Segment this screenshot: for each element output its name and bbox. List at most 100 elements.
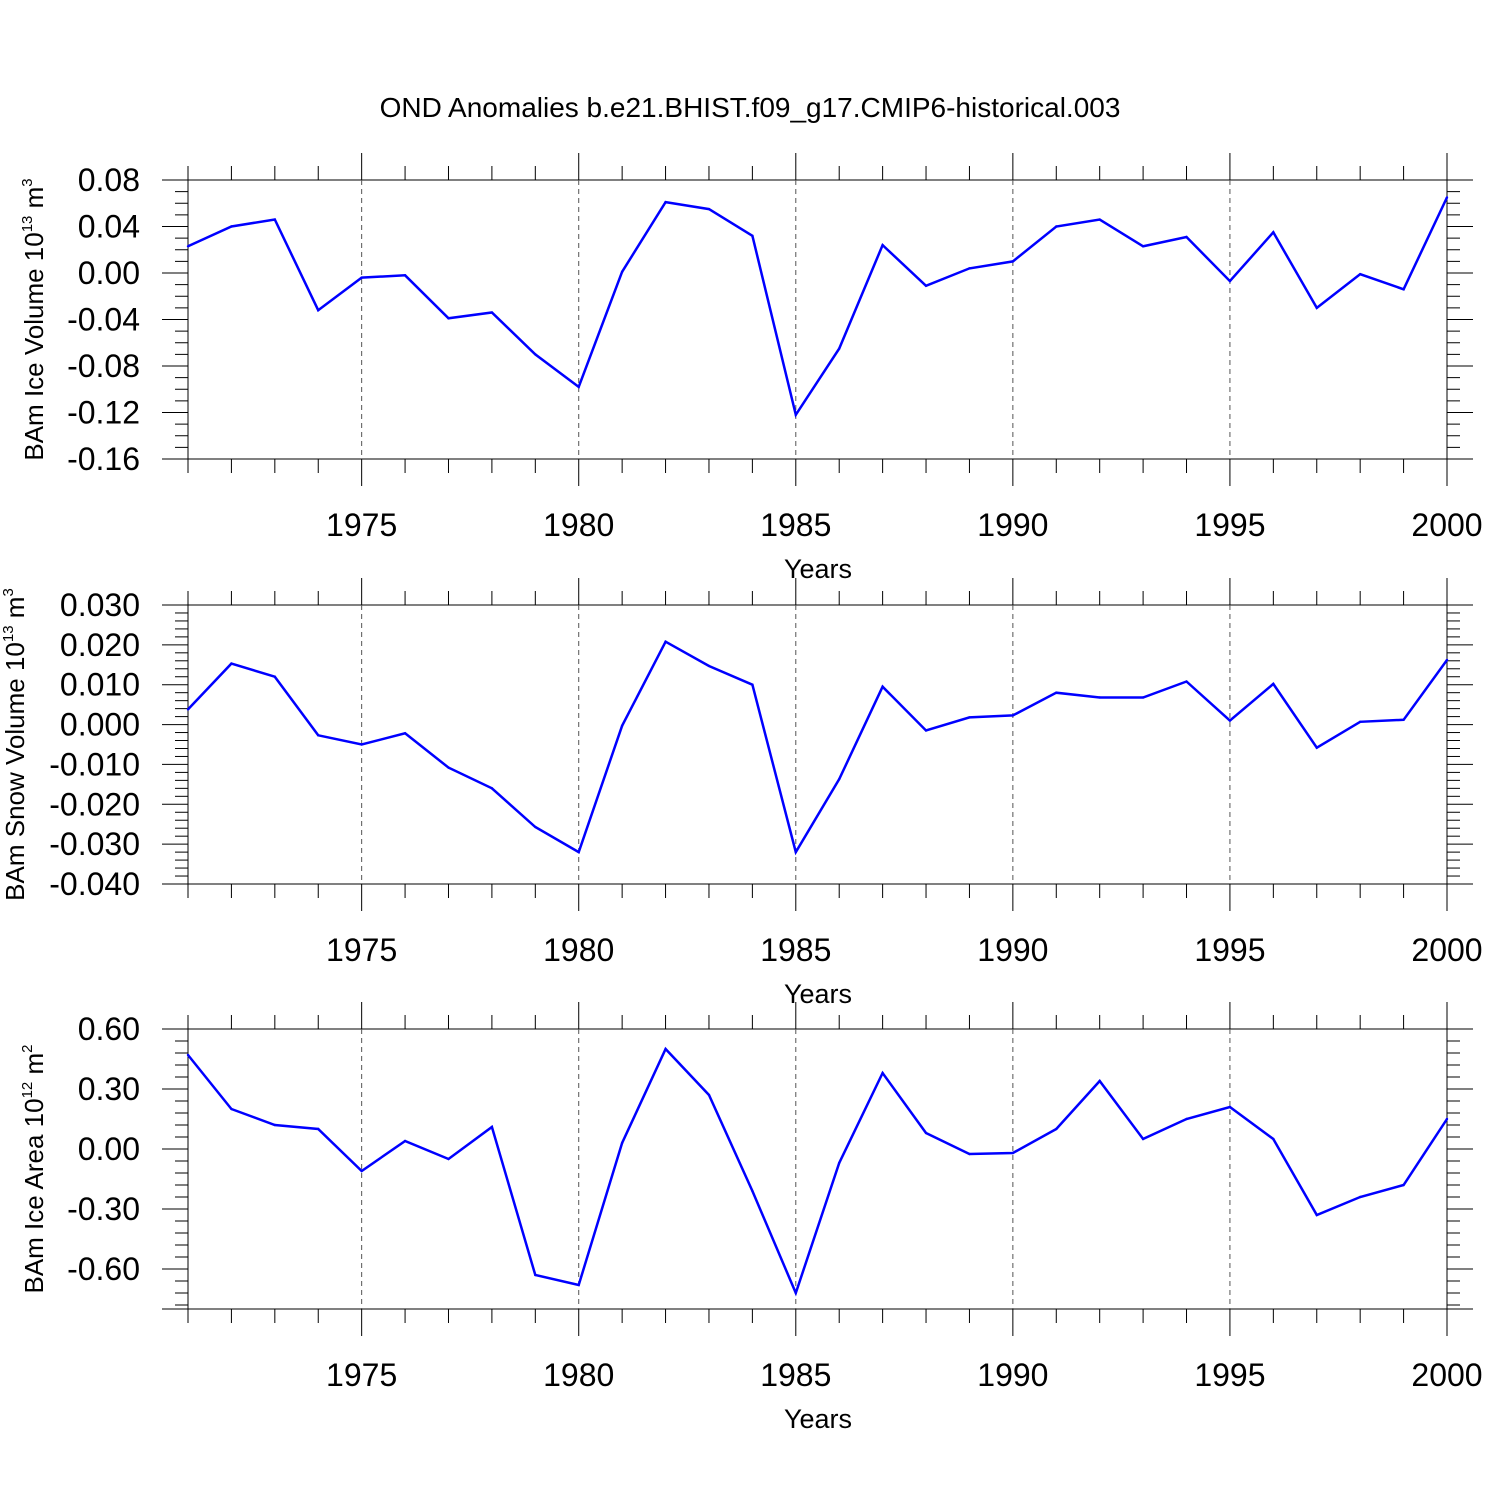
y-tick-label: 0.60 [78, 1011, 140, 1047]
data-point [1272, 231, 1275, 234]
y-tick-label: 0.30 [78, 1071, 140, 1107]
y-tick-label: 0.08 [78, 162, 140, 198]
data-point [1402, 1183, 1405, 1187]
data-point [1228, 719, 1232, 722]
y-tick-label: -0.040 [49, 866, 140, 902]
data-point [1358, 272, 1362, 276]
data-point [1272, 682, 1275, 686]
data-point [230, 662, 233, 665]
x-tick-label: 2000 [1411, 507, 1482, 543]
x-tick-label: 1990 [977, 932, 1048, 968]
data-point [490, 1125, 494, 1129]
data-point [664, 1047, 667, 1051]
data-point [838, 1161, 841, 1165]
data-point [447, 766, 450, 769]
x-tick-label: 2000 [1411, 932, 1482, 968]
y-tick-label: 0.00 [78, 1131, 140, 1167]
data-point [1185, 1117, 1188, 1121]
x-tick-label: 1990 [977, 507, 1048, 543]
x-tick-label: 2000 [1411, 1357, 1482, 1393]
data-point [924, 284, 928, 287]
data-point [1011, 260, 1015, 263]
data-point [620, 724, 624, 727]
x-axis-label: Years [784, 554, 852, 584]
data-point [707, 1093, 711, 1097]
x-tick-label: 1985 [760, 1357, 831, 1393]
data-point [1402, 718, 1405, 721]
data-point [751, 683, 754, 686]
y-tick-label: -0.16 [67, 441, 140, 477]
data-point [534, 353, 537, 356]
data-point [186, 708, 190, 711]
panel-snow-volume: 1975 1980 1985 1990 1995 2000 Years 0.030 0.020 0… [0, 578, 1483, 1009]
data-point [707, 664, 711, 668]
data-point [403, 1139, 407, 1143]
data-point [1141, 696, 1145, 699]
data-point [360, 276, 363, 279]
series-line-snow-volume [187, 639, 1449, 856]
data-point [317, 734, 320, 737]
data-point [707, 207, 711, 211]
data-point [751, 234, 754, 237]
x-tick-label: 1980 [543, 1357, 614, 1393]
data-point [230, 225, 233, 228]
data-point [1011, 1151, 1015, 1155]
y-tick-label: -0.12 [67, 395, 140, 431]
data-point [360, 1169, 363, 1173]
series-line-ice-volume [187, 196, 1449, 418]
data-point [968, 267, 971, 270]
y-axis-label: BAm Ice Volume 1013 m3 [19, 178, 49, 460]
y-tick-label: 0.00 [78, 255, 140, 291]
y-axis-label: BAm Ice Area 1012 m2 [19, 1044, 49, 1293]
data-point [317, 1127, 320, 1131]
data-point [1315, 1213, 1318, 1217]
data-point [881, 685, 884, 688]
data-point [620, 270, 624, 274]
data-point [620, 1141, 624, 1145]
data-point [1315, 746, 1318, 749]
data-point [1358, 720, 1362, 723]
data-point [924, 1131, 928, 1135]
data-point [838, 777, 841, 781]
data-point [751, 1189, 754, 1193]
data-point [1141, 1137, 1145, 1141]
x-tick-label: 1975 [326, 932, 397, 968]
data-point [1185, 235, 1188, 239]
y-tick-label: 0.04 [78, 209, 140, 245]
x-tick-label: 1990 [977, 1357, 1048, 1393]
data-point [1055, 1127, 1058, 1131]
data-point [577, 385, 580, 389]
data-point [403, 732, 407, 735]
data-point [1445, 196, 1449, 199]
data-point [230, 1107, 233, 1111]
x-tick-label: 1995 [1194, 932, 1265, 968]
data-point [534, 1273, 537, 1277]
data-point [1402, 288, 1405, 291]
panels: 1975 1980 1985 1990 1995 2000 Years 0.08 0.04 0.0… [0, 153, 1483, 1434]
data-point [1098, 696, 1101, 699]
y-tick-label: -0.020 [49, 786, 140, 822]
data-point [1315, 306, 1318, 310]
data-point [273, 218, 277, 221]
x-tick-label: 1985 [760, 932, 831, 968]
panel-ice-volume: 1975 1980 1985 1990 1995 2000 Years 0.08 0.04 0.0… [19, 153, 1483, 584]
x-tick-label: 1975 [326, 1357, 397, 1393]
data-point [1272, 1137, 1275, 1141]
y-tick-label: -0.08 [67, 348, 140, 384]
data-point [1185, 680, 1188, 683]
data-point [1098, 218, 1101, 221]
data-point [273, 1123, 277, 1127]
series-line-ice-area [187, 1046, 1449, 1297]
data-point [403, 274, 407, 277]
data-point [1445, 658, 1449, 662]
data-point [447, 1157, 450, 1161]
data-point [881, 243, 884, 247]
figure-title: OND Anomalies b.e21.BHIST.f09_g17.CMIP6-… [380, 92, 1121, 123]
data-point [534, 825, 537, 829]
data-point [794, 413, 797, 417]
y-tick-label: 0.030 [60, 587, 140, 623]
data-point [490, 311, 494, 314]
y-tick-label: 0.010 [60, 667, 140, 703]
x-tick-label: 1985 [760, 507, 831, 543]
data-point [1098, 1079, 1101, 1083]
